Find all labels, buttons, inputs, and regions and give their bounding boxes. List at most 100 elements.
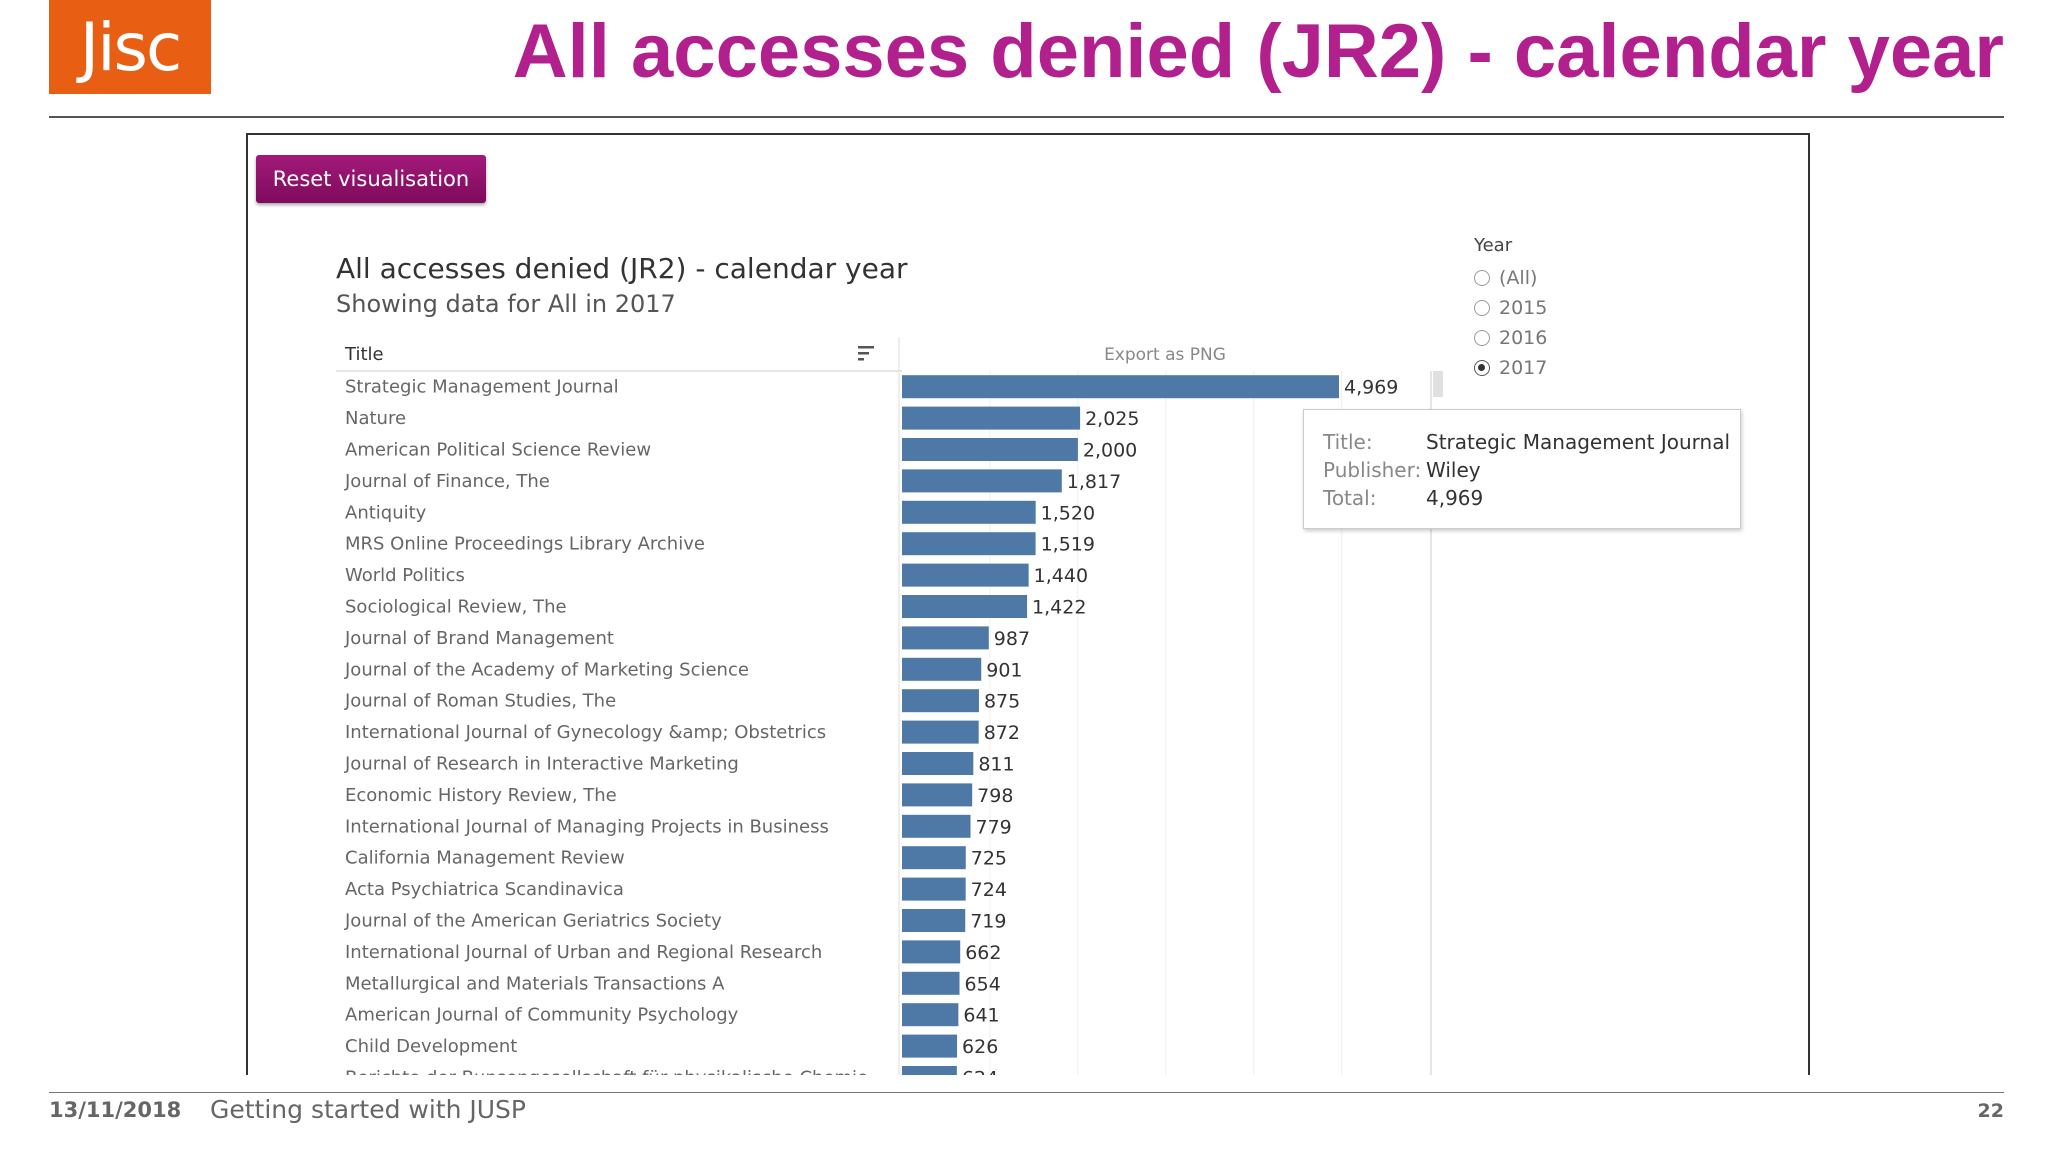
row-title-label[interactable]: Journal of Finance, The: [344, 471, 550, 492]
tooltip-total-value: 4,969: [1426, 486, 1484, 510]
sort-icon[interactable]: [858, 346, 874, 361]
bar-value-label: 719: [970, 911, 1006, 933]
bar[interactable]: [902, 940, 961, 964]
scroll-thumb[interactable]: [1433, 371, 1443, 397]
bar[interactable]: [902, 752, 974, 775]
radio-icon[interactable]: [1474, 300, 1490, 316]
bar-value-label: 624: [962, 1068, 998, 1076]
bar-value-label: 641: [963, 1005, 999, 1027]
row-title-label[interactable]: Antiquity: [345, 502, 427, 523]
row-title-label[interactable]: International Journal of Gynecology &amp…: [345, 722, 826, 743]
row-title-label[interactable]: MRS Online Proceedings Library Archive: [345, 534, 705, 555]
row-title-label[interactable]: Sociological Review, The: [345, 597, 567, 618]
tooltip-title-label: Title:: [1323, 430, 1373, 454]
row-title-label[interactable]: California Management Review: [345, 848, 625, 869]
bar-value-label: 901: [986, 659, 1022, 681]
year-options: (All) 2015 2016 2017: [1474, 263, 1547, 383]
bar[interactable]: [902, 783, 973, 807]
bar-value-label: 725: [971, 848, 1007, 870]
bar[interactable]: [902, 720, 979, 744]
row-title-label[interactable]: International Journal of Managing Projec…: [345, 816, 829, 837]
export-png-link[interactable]: Export as PNG: [1104, 345, 1226, 365]
radio-icon[interactable]: [1474, 270, 1490, 286]
bar-value-label: 811: [978, 754, 1014, 776]
row-title-label[interactable]: Economic History Review, The: [345, 785, 617, 806]
page-number: 22: [1977, 1100, 2004, 1122]
bar[interactable]: [902, 1066, 957, 1075]
year-option[interactable]: 2016: [1474, 323, 1547, 353]
chart-rows: Strategic Management Journal 4,969 Nature 2…: [344, 375, 1398, 1075]
bar[interactable]: [902, 971, 960, 995]
radio-icon[interactable]: [1474, 330, 1490, 346]
row-title-label[interactable]: American Political Science Review: [345, 440, 651, 461]
slide-title: All accesses denied (JR2) - calendar yea…: [512, 9, 2004, 94]
year-option-label: 2016: [1499, 327, 1548, 349]
row-title-label[interactable]: Journal of Research in Interactive Marke…: [344, 754, 739, 775]
reset-visualisation-button[interactable]: Reset visualisation: [256, 155, 486, 203]
scroll-track[interactable]: [1430, 371, 1432, 1075]
tooltip-total-row: Total: 4,969: [1323, 486, 1483, 510]
tooltip-total-label: Total:: [1323, 486, 1377, 510]
bar[interactable]: [902, 595, 1028, 618]
bar-value-label: 1,440: [1034, 565, 1088, 587]
row-title-label[interactable]: Strategic Management Journal: [345, 377, 619, 398]
bar-value-label: 798: [977, 785, 1013, 807]
bar-chart: Title Export as PNG Strategic Management…: [336, 337, 1443, 1075]
bar[interactable]: [902, 438, 1078, 461]
row-title-label[interactable]: Journal of Brand Management: [344, 628, 614, 649]
year-option[interactable]: 2015: [1474, 293, 1547, 323]
bar[interactable]: [902, 406, 1081, 430]
bar[interactable]: [902, 846, 966, 870]
bar[interactable]: [902, 532, 1036, 556]
row-title-label[interactable]: Metallurgical and Materials Transactions…: [345, 973, 725, 994]
bar[interactable]: [902, 1034, 958, 1058]
tooltip-title-row: Title: Strategic Management Journal: [1323, 430, 1730, 454]
footer-divider: [49, 1092, 2004, 1093]
bar[interactable]: [902, 909, 966, 932]
jisc-logo: Jisc: [49, 0, 211, 94]
footer-date: 13/11/2018: [49, 1098, 182, 1122]
row-title-label[interactable]: Journal of Roman Studies, The: [344, 691, 616, 712]
bar[interactable]: [902, 626, 989, 650]
bar-tooltip: Title: Strategic Management Journal Publi…: [1303, 409, 1741, 529]
bar[interactable]: [902, 469, 1062, 493]
bar[interactable]: [902, 689, 979, 713]
bar[interactable]: [902, 657, 982, 681]
tooltip-publisher-value: Wiley: [1426, 458, 1481, 482]
bar-value-label: 1,519: [1041, 534, 1095, 556]
bar[interactable]: [902, 1003, 959, 1027]
bar[interactable]: [902, 375, 1339, 399]
bar-value-label: 4,969: [1344, 377, 1398, 399]
row-title-label[interactable]: Journal of the Academy of Marketing Scie…: [344, 659, 749, 680]
tooltip-publisher-label: Publisher:: [1323, 458, 1422, 482]
header-divider: [49, 116, 2004, 118]
column-header-title: Title: [344, 344, 384, 365]
bar-value-label: 875: [984, 691, 1020, 713]
year-option-label: (All): [1499, 267, 1538, 289]
row-title-label[interactable]: Nature: [345, 408, 406, 429]
row-title-label[interactable]: International Journal of Urban and Regio…: [345, 942, 822, 963]
bar-value-label: 2,000: [1083, 440, 1137, 462]
row-title-label[interactable]: Child Development: [345, 1036, 517, 1057]
row-title-label[interactable]: Journal of the American Geriatrics Socie…: [344, 911, 722, 932]
bar-value-label: 1,817: [1067, 471, 1121, 493]
radio-icon[interactable]: [1474, 360, 1490, 376]
bar[interactable]: [902, 814, 971, 838]
bar-value-label: 662: [965, 942, 1001, 964]
year-option[interactable]: (All): [1474, 263, 1547, 293]
bar[interactable]: [902, 563, 1029, 587]
bar[interactable]: [902, 877, 966, 901]
bar-value-label: 654: [965, 973, 1001, 995]
year-option[interactable]: 2017: [1474, 353, 1547, 383]
bar-value-label: 1,520: [1041, 502, 1095, 524]
bar-value-label: 872: [984, 722, 1020, 744]
row-title-label[interactable]: World Politics: [345, 565, 465, 586]
bar-value-label: 2,025: [1085, 408, 1139, 430]
footer-text: Getting started with JUSP: [210, 1095, 526, 1124]
visualisation-subtitle: Showing data for All in 2017: [336, 290, 676, 318]
bar[interactable]: [902, 500, 1036, 524]
row-title-label[interactable]: Acta Psychiatrica Scandinavica: [345, 879, 624, 900]
row-title-label[interactable]: Berichte der Bunsengesellschaft für phys…: [345, 1068, 868, 1076]
row-title-label[interactable]: American Journal of Community Psychology: [345, 1005, 739, 1026]
bar-value-label: 724: [971, 879, 1007, 901]
